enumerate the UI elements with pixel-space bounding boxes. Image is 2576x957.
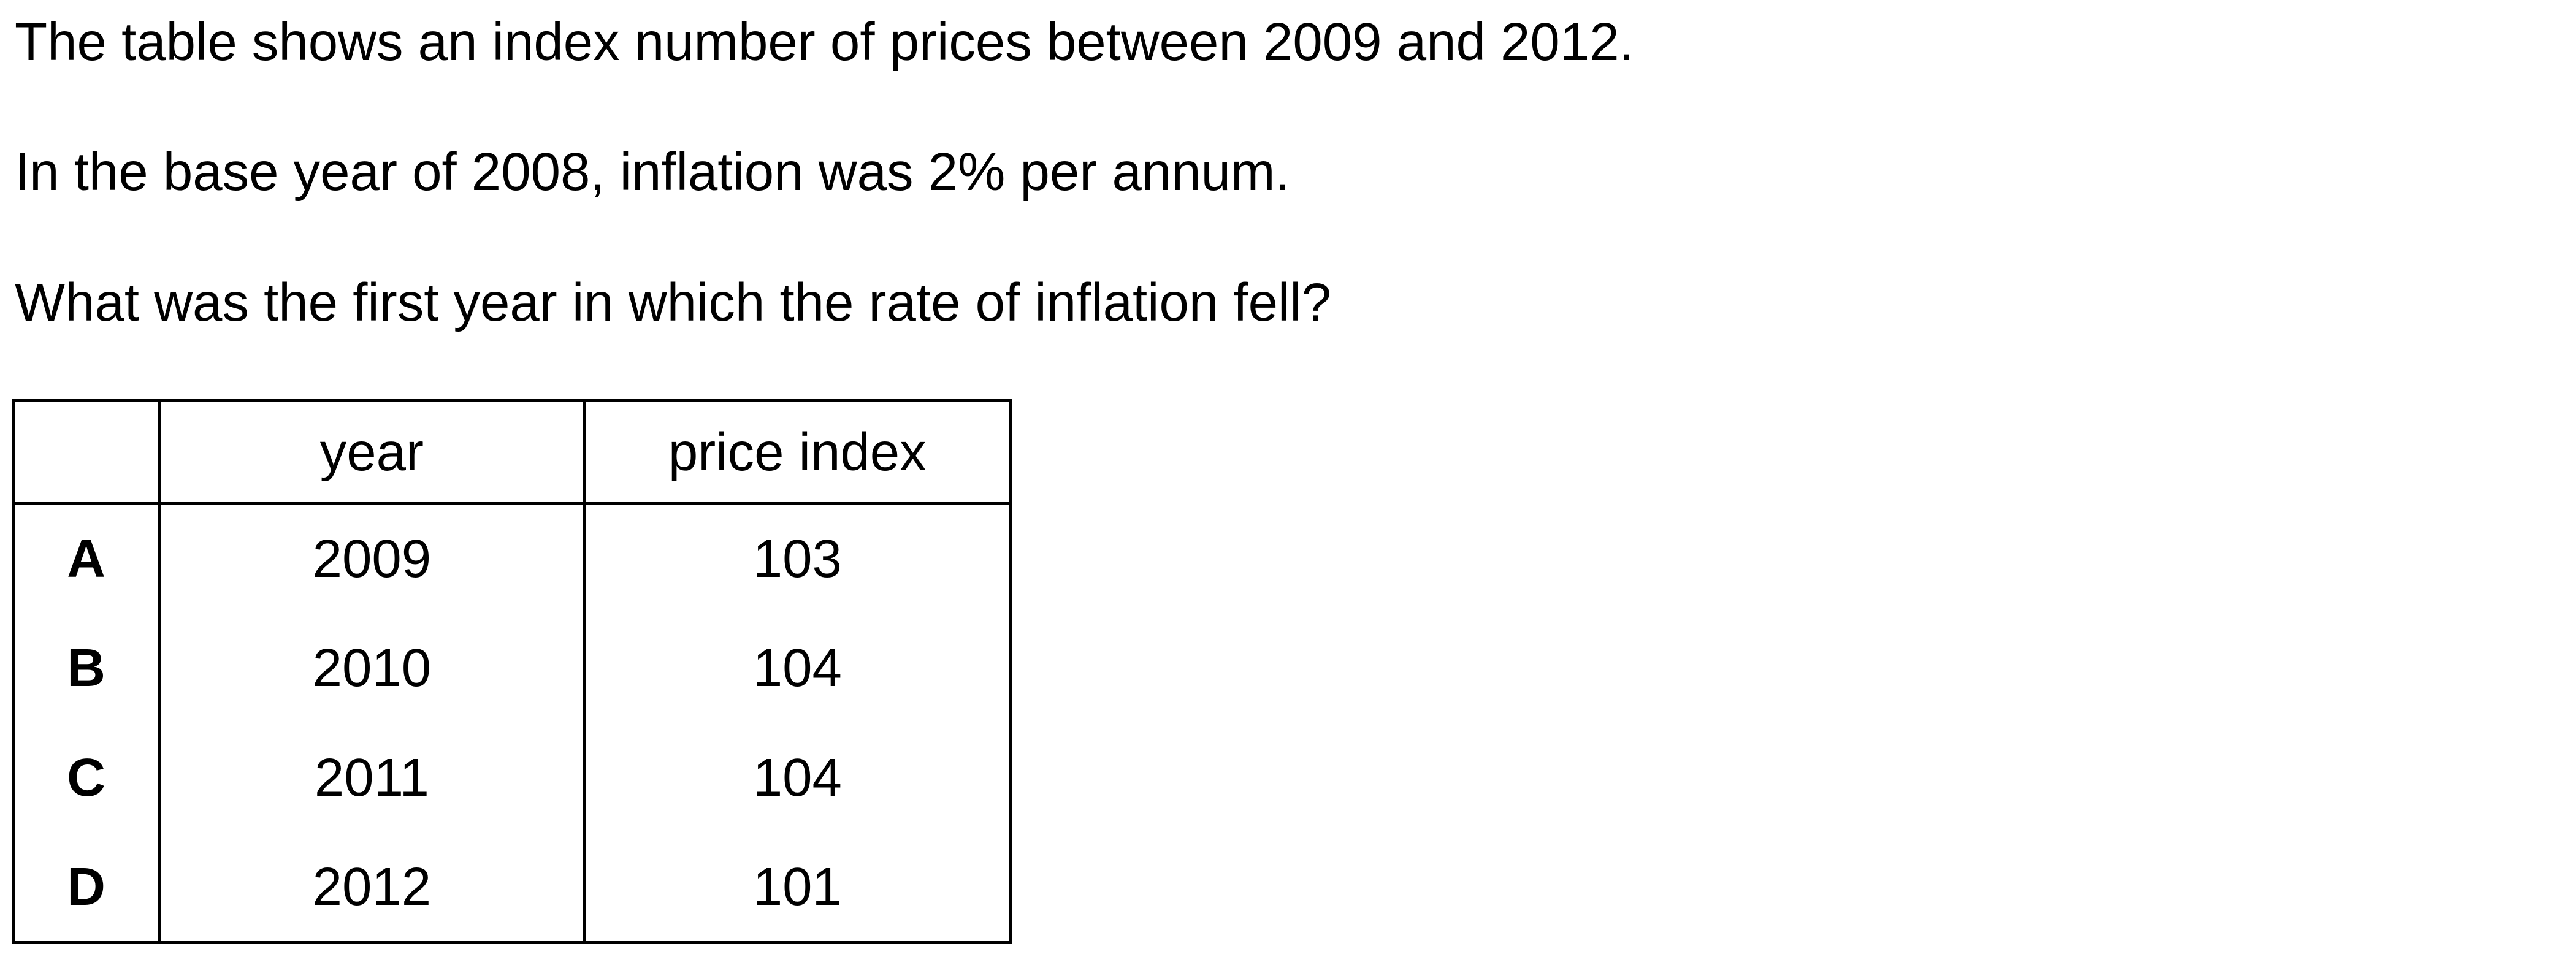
option-letter: B xyxy=(11,613,161,723)
table-header-row: year price index xyxy=(11,399,1012,505)
option-row-b[interactable]: B 2010 104 xyxy=(11,613,1012,723)
option-row-d[interactable]: D 2012 101 xyxy=(11,833,1012,943)
option-row-a[interactable]: A 2009 103 xyxy=(11,503,1012,614)
header-year: year xyxy=(158,399,586,505)
option-price-index: 103 xyxy=(583,503,1012,614)
question-line-1: The table shows an index number of price… xyxy=(15,12,1634,72)
option-letter: A xyxy=(11,503,161,614)
header-letter-cell xyxy=(11,399,161,505)
header-price-index: price index xyxy=(583,399,1012,505)
option-price-index: 104 xyxy=(583,723,1012,833)
option-year: 2011 xyxy=(158,723,586,833)
option-year: 2012 xyxy=(158,833,586,943)
option-letter: C xyxy=(11,723,161,833)
option-price-index: 104 xyxy=(583,613,1012,723)
option-price-index: 101 xyxy=(583,833,1012,943)
option-year: 2010 xyxy=(158,613,586,723)
answer-options-table: year price index A 2009 103 B 2010 104 C… xyxy=(11,399,1012,944)
option-year: 2009 xyxy=(158,503,586,614)
question-line-2: In the base year of 2008, inflation was … xyxy=(15,142,1290,202)
option-row-c[interactable]: C 2011 104 xyxy=(11,723,1012,833)
option-letter: D xyxy=(11,833,161,943)
question-line-3: What was the first year in which the rat… xyxy=(15,273,1332,332)
